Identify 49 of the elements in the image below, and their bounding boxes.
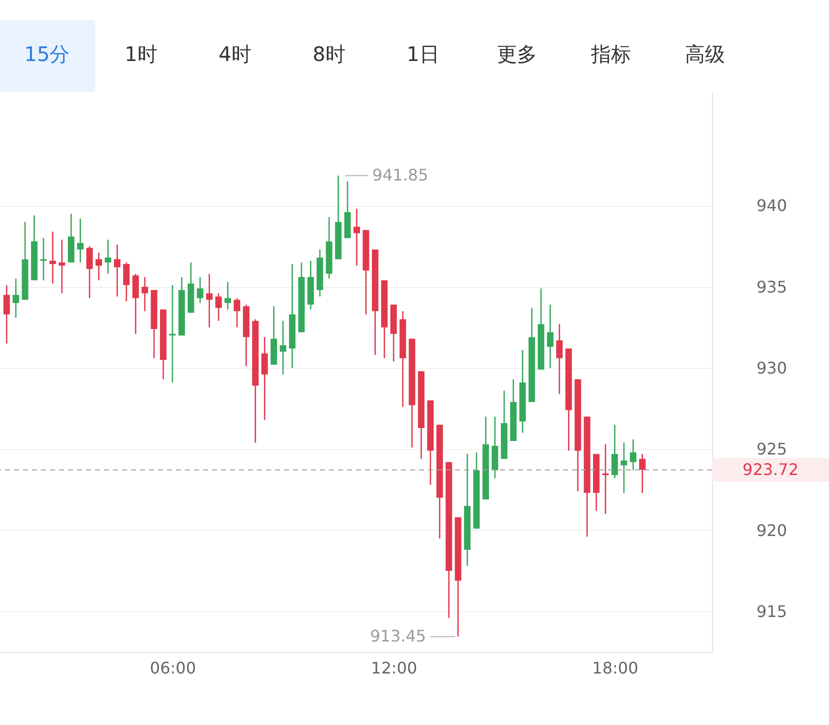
- candlestick: [58, 239, 66, 294]
- candlestick: [556, 323, 563, 395]
- candlestick: [142, 276, 148, 312]
- text: 15分: [24, 42, 70, 66]
- candlestick: [104, 239, 112, 274]
- candlestick: [639, 453, 646, 494]
- text: 4时: [218, 42, 252, 66]
- candlestick: [206, 273, 213, 328]
- y-tick-label: 930: [756, 358, 788, 378]
- y-tick-label: 915: [756, 602, 788, 621]
- candlestick: [169, 284, 176, 384]
- candlestick: [224, 281, 231, 310]
- candlestick: [602, 444, 609, 515]
- candlestick: [280, 320, 286, 376]
- y-tick-label: 920: [756, 520, 788, 540]
- candlestick: [12, 278, 20, 318]
- candlestick: [620, 442, 628, 494]
- y-tick-label: 935: [756, 277, 788, 296]
- text: 高级: [685, 42, 725, 66]
- y-tick-label: 925: [756, 440, 788, 459]
- candlestick: [234, 297, 240, 328]
- x-tick-label: 18:00: [592, 658, 638, 678]
- candlestick: [49, 230, 56, 284]
- text: 1时: [124, 42, 158, 66]
- candlestick: [611, 424, 618, 479]
- candlestick: [123, 262, 130, 302]
- candlestick: [215, 292, 222, 322]
- candlestick: [546, 304, 554, 369]
- candlestick: [3, 284, 10, 344]
- text: 8时: [312, 42, 346, 66]
- candlestick: [261, 336, 268, 421]
- candlestick: [77, 218, 84, 264]
- candlestick: [114, 244, 120, 298]
- candlestick: [96, 252, 102, 281]
- text: 1日: [406, 42, 440, 66]
- annotation: 941.85: [372, 166, 428, 185]
- text: 更多: [497, 42, 537, 66]
- candlestick: [630, 438, 636, 471]
- text: 指标: [590, 42, 631, 66]
- x-tick-label: 12:00: [371, 658, 418, 678]
- candlestick: [132, 273, 139, 335]
- candlestick: [196, 276, 204, 304]
- candlestick: [40, 237, 47, 281]
- candlestick: [353, 208, 360, 266]
- ref-line-label: 923.72: [742, 460, 798, 479]
- candlestick: [86, 246, 93, 299]
- annotation: 913.45: [370, 626, 426, 646]
- y-tick-label: 940: [756, 196, 788, 216]
- x-tick-label: 06:00: [150, 658, 196, 678]
